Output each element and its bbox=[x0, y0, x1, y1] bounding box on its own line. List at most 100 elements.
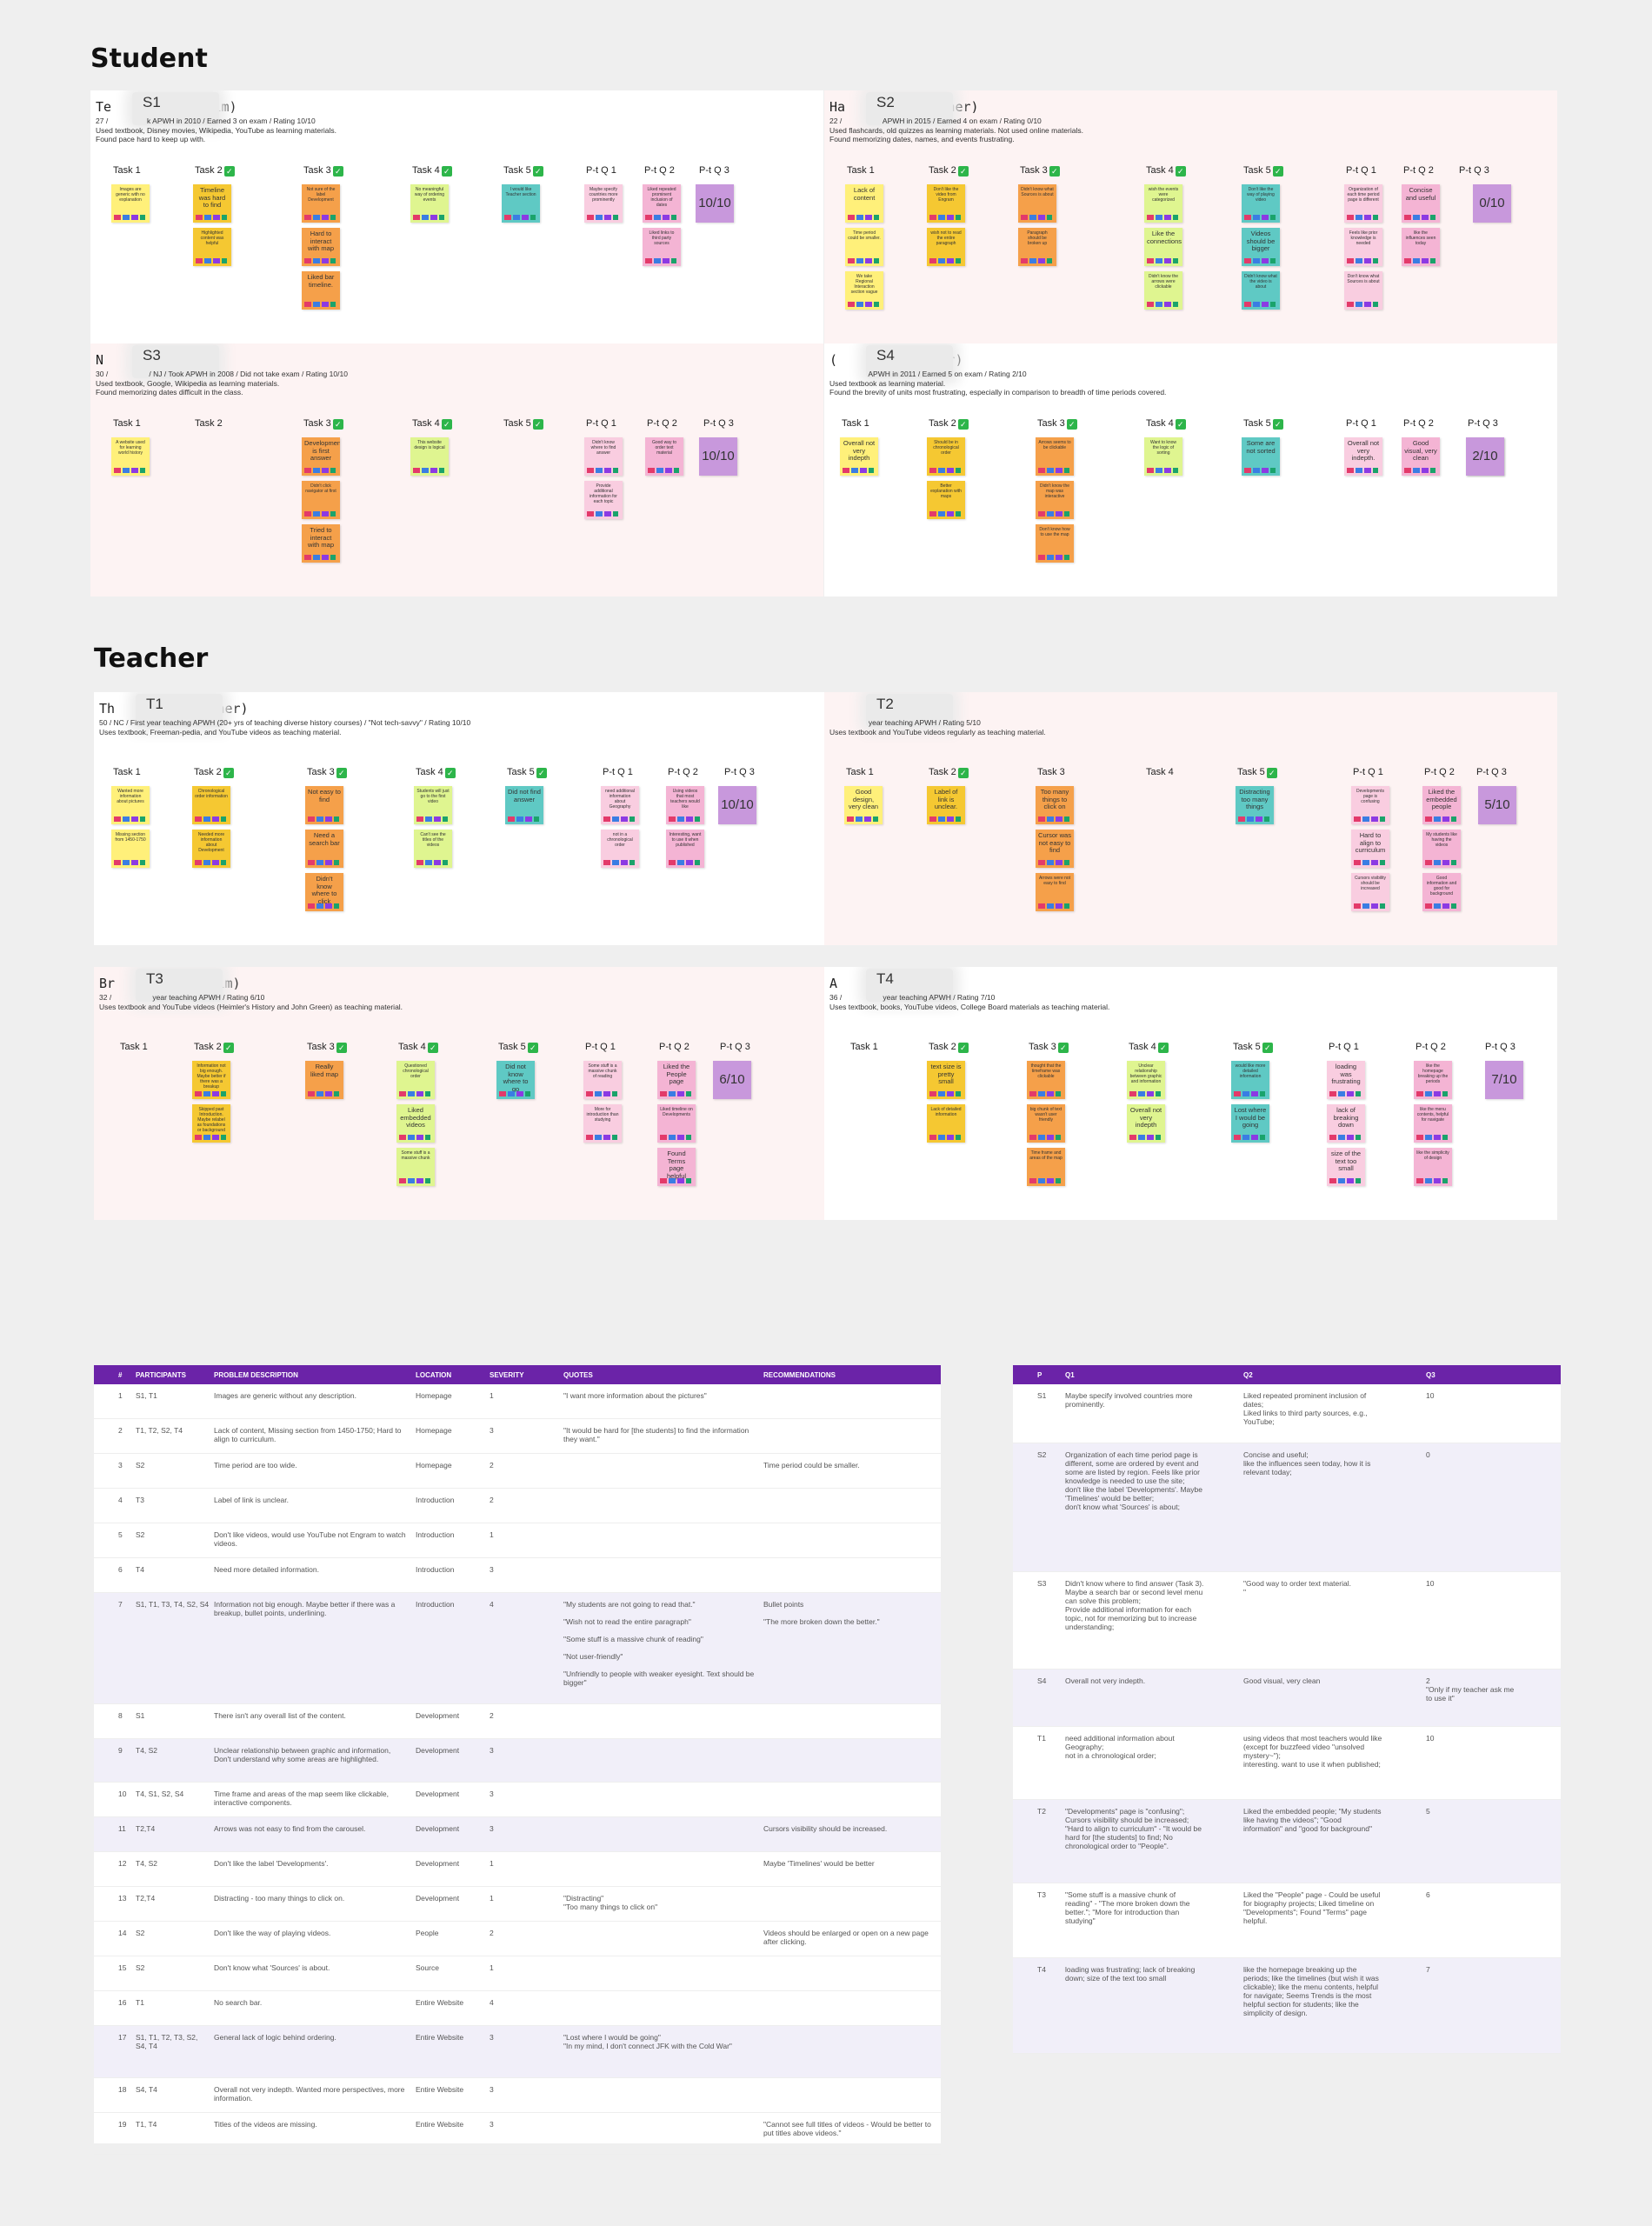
sticky-note[interactable]: Developments page is confusing bbox=[1351, 786, 1389, 824]
sticky-note[interactable]: Interesting, want to use it when publish… bbox=[666, 830, 704, 868]
sticky-note[interactable]: Should be in chronological order bbox=[927, 437, 965, 476]
sticky-note[interactable]: Need a search bar bbox=[305, 830, 343, 868]
sticky-note[interactable]: Did not know where to go bbox=[496, 1061, 535, 1099]
sticky-note[interactable]: No meaningful way of ordering events bbox=[410, 184, 449, 223]
sticky-note[interactable]: Liked repeated prominent inclusion of da… bbox=[643, 184, 681, 223]
sticky-note[interactable]: Cursor was not easy to find bbox=[1036, 830, 1074, 868]
sticky-note[interactable]: Don't know what Sources is about bbox=[1344, 271, 1382, 310]
sticky-note[interactable]: Found Terms page helpful bbox=[657, 1148, 696, 1186]
sticky-note[interactable]: Questioned chronological order bbox=[396, 1061, 435, 1099]
sticky-note[interactable]: like the homepage breaking up the period… bbox=[1414, 1061, 1452, 1099]
sticky-note[interactable]: Some stuff is a massive chunk of reading bbox=[583, 1061, 622, 1099]
sticky-note[interactable]: Good way to order text material bbox=[645, 437, 683, 476]
sticky-note[interactable]: Time period could be smaller. bbox=[845, 228, 883, 266]
rating-sticky-note[interactable]: 7/10 bbox=[1485, 1061, 1523, 1099]
sticky-note[interactable]: Paragraph should be broken up bbox=[1018, 228, 1056, 266]
sticky-note[interactable]: Like the connections bbox=[1144, 228, 1182, 266]
sticky-note[interactable]: Feels like prior knowledge is needed bbox=[1344, 228, 1382, 266]
sticky-note[interactable]: Liked embedded videos bbox=[396, 1104, 435, 1143]
sticky-note[interactable]: Skipped past Introduction. Maybe relabel… bbox=[192, 1104, 230, 1143]
sticky-note[interactable]: Liked timeline on Developments bbox=[657, 1104, 696, 1143]
sticky-note[interactable]: Good information and good for background bbox=[1422, 873, 1461, 911]
sticky-note[interactable]: Arrows were not easy to find bbox=[1036, 873, 1074, 911]
sticky-note[interactable]: I would like Teacher section bbox=[502, 184, 540, 223]
sticky-note[interactable]: Unclear relationship between graphic and… bbox=[1127, 1061, 1165, 1099]
sticky-note[interactable]: Lack of content bbox=[845, 184, 883, 223]
sticky-note[interactable]: Information not big enough. Maybe better… bbox=[192, 1061, 230, 1099]
sticky-note[interactable]: size of the text too small bbox=[1327, 1148, 1365, 1186]
sticky-note[interactable]: Did not find answer bbox=[505, 786, 543, 824]
rating-sticky-note[interactable]: 5/10 bbox=[1478, 786, 1516, 824]
sticky-note[interactable]: Didn't know what the video is about bbox=[1242, 271, 1280, 310]
sticky-note[interactable]: need additional information about Geogra… bbox=[601, 786, 639, 824]
sticky-note[interactable]: loading was frustrating bbox=[1327, 1061, 1365, 1099]
sticky-note[interactable]: Lost where I would be going bbox=[1231, 1104, 1269, 1143]
sticky-note[interactable]: Don't know how to use the map bbox=[1036, 524, 1074, 563]
sticky-note[interactable]: Good design, very clean bbox=[844, 786, 883, 824]
sticky-note[interactable]: Lack of detailed information bbox=[927, 1104, 965, 1143]
rating-sticky-note[interactable]: 10/10 bbox=[699, 437, 737, 476]
sticky-note[interactable]: thought that the timeframe was clickable bbox=[1027, 1061, 1065, 1099]
sticky-note[interactable]: Concise and useful bbox=[1402, 184, 1440, 223]
sticky-note[interactable]: This website design is logical bbox=[410, 437, 449, 476]
sticky-note[interactable]: More for introduction than studying bbox=[583, 1104, 622, 1143]
sticky-note[interactable]: like the influences seen today bbox=[1402, 228, 1440, 266]
sticky-note[interactable]: Some are not sorted bbox=[1242, 437, 1280, 476]
sticky-note[interactable]: Distracting too many things bbox=[1236, 786, 1274, 824]
sticky-note[interactable]: Missing section from 1450-1750 bbox=[111, 830, 150, 868]
sticky-note[interactable]: Don't like the way of playing video bbox=[1242, 184, 1280, 223]
rating-sticky-note[interactable]: 10/10 bbox=[718, 786, 756, 824]
sticky-note[interactable]: Liked links to third party sources bbox=[643, 228, 681, 266]
sticky-note[interactable]: Really liked map bbox=[305, 1061, 343, 1099]
sticky-note[interactable]: big chunk of text wasn't user friendly bbox=[1027, 1104, 1065, 1143]
rating-sticky-note[interactable]: 10/10 bbox=[696, 184, 734, 223]
sticky-note[interactable]: Liked bar timeline. bbox=[302, 271, 340, 310]
sticky-note[interactable]: Label of link is unclear. bbox=[927, 786, 965, 824]
sticky-note[interactable]: Liked the embedded people bbox=[1422, 786, 1461, 824]
sticky-note[interactable]: Wanted more information about pictures bbox=[111, 786, 150, 824]
sticky-note[interactable]: not in a chronological order bbox=[601, 830, 639, 868]
sticky-note[interactable]: My students like having the videos bbox=[1422, 830, 1461, 868]
rating-sticky-note[interactable]: 0/10 bbox=[1473, 184, 1511, 223]
sticky-note[interactable]: Want to know the logic of sorting bbox=[1144, 437, 1182, 476]
sticky-note[interactable]: wish not to read the entire paragraph bbox=[927, 228, 965, 266]
sticky-note[interactable]: Students will just go to the first video bbox=[414, 786, 452, 824]
sticky-note[interactable]: Videos should be bigger bbox=[1242, 228, 1280, 266]
sticky-note[interactable]: Timeline was hard to find bbox=[193, 184, 231, 223]
rating-sticky-note[interactable]: 6/10 bbox=[713, 1061, 751, 1099]
sticky-note[interactable]: Can't see the titles of the videos bbox=[414, 830, 452, 868]
sticky-note[interactable]: lack of breaking down bbox=[1327, 1104, 1365, 1143]
sticky-note[interactable]: Liked the People page bbox=[657, 1061, 696, 1099]
sticky-note[interactable]: Overall not very indepth bbox=[840, 437, 878, 476]
sticky-note[interactable]: Provide additional information for each … bbox=[584, 481, 623, 519]
sticky-note[interactable]: Didn't click navigator at first bbox=[302, 481, 340, 519]
sticky-note[interactable]: would like more detailed information bbox=[1231, 1061, 1269, 1099]
sticky-note[interactable]: Better explanation with maps bbox=[927, 481, 965, 519]
sticky-note[interactable]: text size is pretty small bbox=[927, 1061, 965, 1099]
sticky-note[interactable]: Arrows seems to be clickable bbox=[1036, 437, 1074, 476]
sticky-note[interactable]: Cursors visibility should be increased bbox=[1351, 873, 1389, 911]
sticky-note[interactable]: Not easy to find bbox=[305, 786, 343, 824]
sticky-note[interactable]: Using videos that most teachers would li… bbox=[666, 786, 704, 824]
rating-sticky-note[interactable]: 2/10 bbox=[1466, 437, 1504, 476]
sticky-note[interactable]: Too many things to click on bbox=[1036, 786, 1074, 824]
sticky-note[interactable]: Didn't know where to find answer bbox=[584, 437, 623, 476]
sticky-note[interactable]: Highlighted content was helpful bbox=[193, 228, 231, 266]
sticky-note[interactable]: Time frame and areas of the map bbox=[1027, 1148, 1065, 1186]
sticky-note[interactable]: Didn't know the map was interactive bbox=[1036, 481, 1074, 519]
sticky-note[interactable]: Didn't know what Sources is about bbox=[1018, 184, 1056, 223]
sticky-note[interactable]: Organization of each time period page is… bbox=[1344, 184, 1382, 223]
sticky-note[interactable]: Some stuff is a massive chunk bbox=[396, 1148, 435, 1186]
sticky-note[interactable]: Not sure of the label Development bbox=[302, 184, 340, 223]
sticky-note[interactable]: like the menu contents, helpful for navi… bbox=[1414, 1104, 1452, 1143]
sticky-note[interactable]: Don't like the video from Engram bbox=[927, 184, 965, 223]
sticky-note[interactable]: Needed more information about Developmen… bbox=[192, 830, 230, 868]
sticky-note[interactable]: Hard to interact with map bbox=[302, 228, 340, 266]
sticky-note[interactable]: Didn't know the arrows were clickable bbox=[1144, 271, 1182, 310]
sticky-note[interactable]: Didn't know where to click bbox=[305, 873, 343, 911]
sticky-note[interactable]: A website used for learning world histor… bbox=[111, 437, 150, 476]
sticky-note[interactable]: Good visual, very clean bbox=[1402, 437, 1440, 476]
sticky-note[interactable]: Development is first answer bbox=[302, 437, 340, 476]
sticky-note[interactable]: Chronological order information bbox=[192, 786, 230, 824]
sticky-note[interactable]: We take Regional Interaction section vag… bbox=[845, 271, 883, 310]
